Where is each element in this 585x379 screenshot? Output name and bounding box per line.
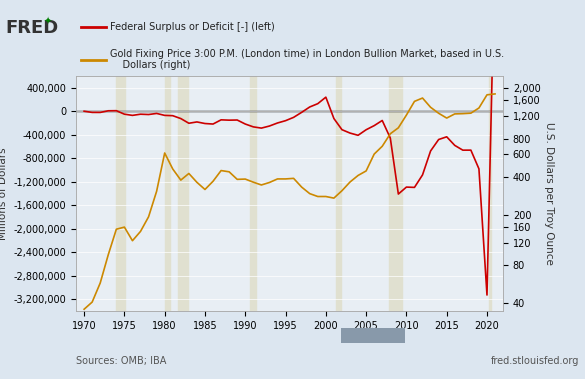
Bar [336,76,341,311]
Text: fred.stlouisfed.org: fred.stlouisfed.org [491,356,579,366]
Text: FRED: FRED [6,19,59,37]
Text: Gold Fixing Price 3:00 P.M. (London time) in London Bullion Market, based in U.S: Gold Fixing Price 3:00 P.M. (London time… [111,49,505,70]
Bar [115,76,125,311]
Text: Sources: OMB; IBA: Sources: OMB; IBA [76,356,166,366]
Bar [390,76,402,311]
Text: Federal Surplus or Deficit [-] (left): Federal Surplus or Deficit [-] (left) [111,22,275,33]
Bar [165,76,170,311]
Bar [178,76,188,311]
Bar [250,76,256,311]
Y-axis label: U.S. Dollars per Troy Ounce: U.S. Dollars per Troy Ounce [545,122,555,265]
Bar [488,76,491,311]
Y-axis label: Millions of Dollars: Millions of Dollars [0,147,8,240]
Text: ✦: ✦ [44,17,52,27]
Bar [341,328,405,343]
